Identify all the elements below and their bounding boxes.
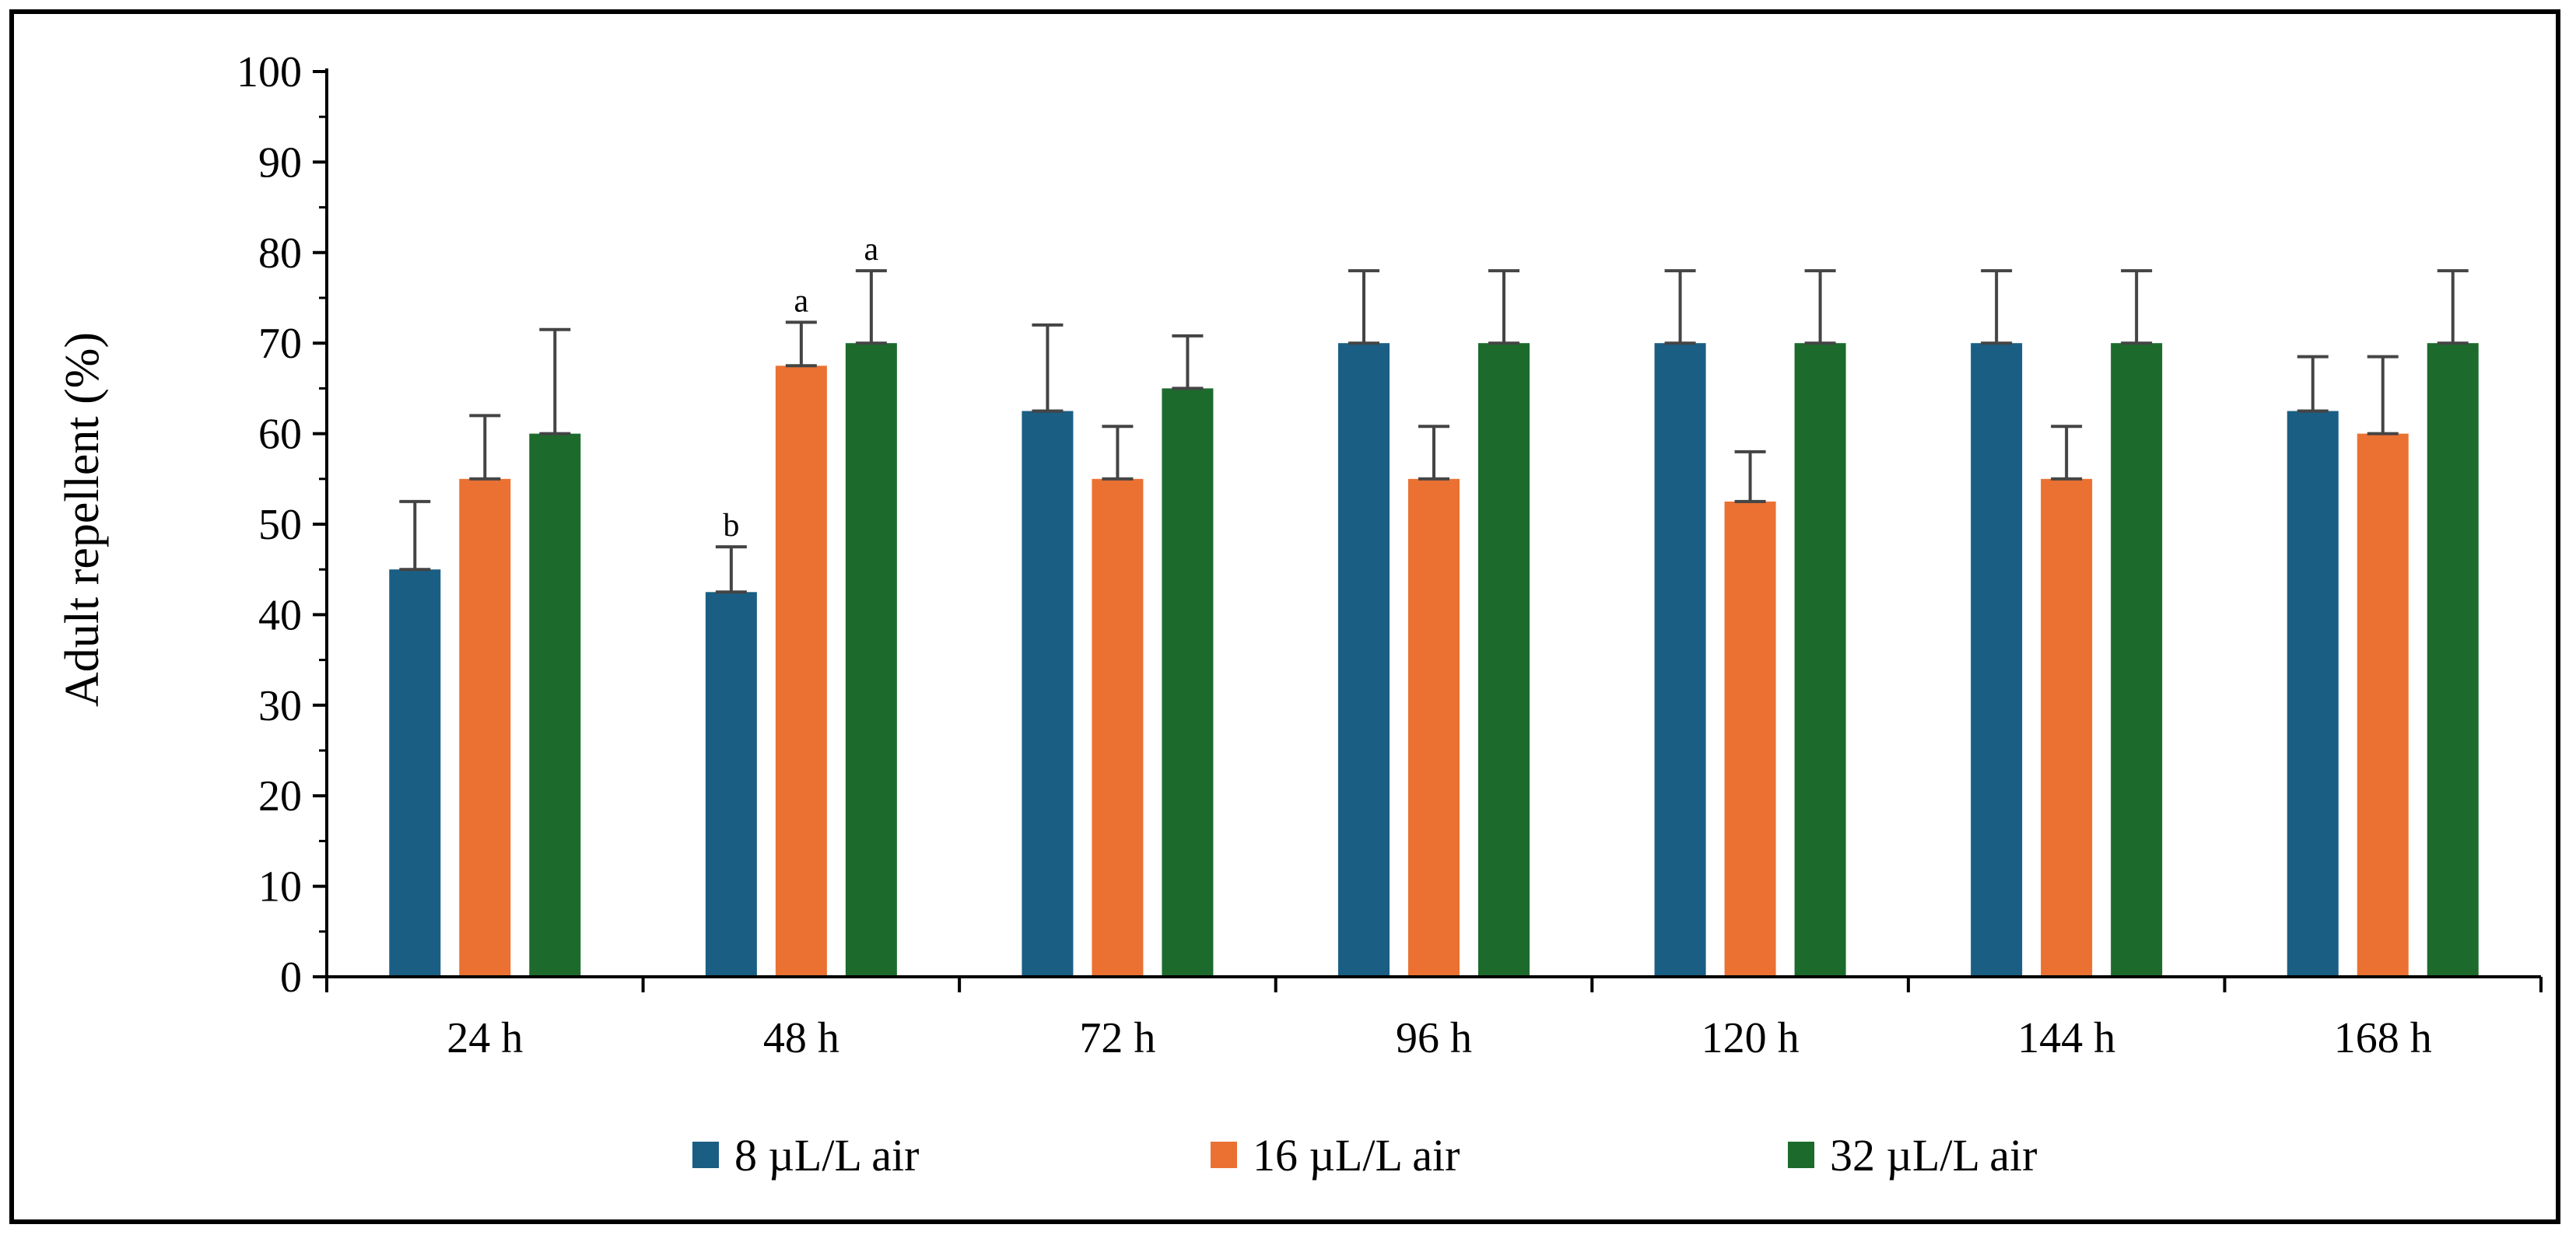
y-tick-label: 80 [258, 229, 302, 278]
bar [1794, 343, 1846, 977]
bar [2287, 411, 2339, 977]
bars: b a a [389, 232, 2479, 977]
bar [1092, 478, 1144, 977]
bar-chart: Adult repellent (%) 0 10 20 30 40 50 60 70 80 90 1… [56, 48, 2543, 1181]
legend-swatch [692, 1142, 719, 1168]
y-tick-label: 100 [237, 48, 302, 96]
x-tick-label: 168 h [2334, 1014, 2432, 1062]
bar [1478, 343, 1530, 977]
bar [1971, 343, 2023, 977]
y-axis-title: Adult repellent (%) [56, 332, 109, 707]
bar [2357, 433, 2409, 977]
x-tick-label: 72 h [1079, 1014, 1155, 1062]
bar [845, 343, 897, 977]
y-tick-label: 90 [258, 138, 302, 187]
bar [1022, 411, 1074, 977]
legend-swatch [1211, 1142, 1237, 1168]
x-tick-label: 24 h [447, 1014, 523, 1062]
y-tick-label: 10 [258, 863, 302, 911]
bar [1408, 478, 1460, 977]
y-tick-label: 60 [258, 411, 302, 459]
bar [1724, 501, 1776, 977]
bar [1338, 343, 1390, 977]
y-tick-label: 50 [258, 501, 302, 549]
bar [2111, 343, 2163, 977]
chart-frame: Adult repellent (%) 0 10 20 30 40 50 60 70 80 90 1… [9, 9, 2560, 1224]
bar [389, 569, 441, 977]
bar [2427, 343, 2479, 977]
significance-letter: b [723, 508, 739, 544]
y-tick-label: 70 [258, 320, 302, 368]
bar [529, 433, 581, 977]
x-tick-label: 48 h [763, 1014, 839, 1062]
x-tick-label: 144 h [2017, 1014, 2115, 1062]
y-tick-label: 40 [258, 591, 302, 639]
bar [459, 478, 511, 977]
x-tick-label: 96 h [1396, 1014, 1472, 1062]
y-axis-ticks: 0 10 20 30 40 50 60 70 80 90 100 [237, 48, 327, 1002]
x-tick-label: 120 h [1702, 1014, 1800, 1062]
legend-label: 32 µL/L air [1830, 1130, 2037, 1181]
y-tick-label: 30 [258, 682, 302, 730]
legend-label: 8 µL/L air [734, 1130, 919, 1181]
bar [2041, 478, 2093, 977]
x-axis-ticks: 24 h 48 h 72 h 96 h 120 h 144 h 168 h [325, 977, 2543, 1062]
axes [325, 68, 2541, 978]
legend-swatch [1788, 1142, 1814, 1168]
bar [705, 592, 757, 977]
legend-label: 16 µL/L air [1253, 1130, 1460, 1181]
y-axis-title-group: Adult repellent (%) [56, 332, 109, 707]
y-tick-label: 20 [258, 772, 302, 820]
significance-letter: a [794, 283, 809, 319]
significance-letter: a [864, 232, 879, 268]
legend: 8 µL/L air 16 µL/L air 32 µL/L air [692, 1130, 2037, 1181]
bar [1654, 343, 1706, 977]
bar [775, 366, 827, 977]
bar [1162, 388, 1214, 977]
y-tick-label: 0 [280, 953, 302, 1002]
